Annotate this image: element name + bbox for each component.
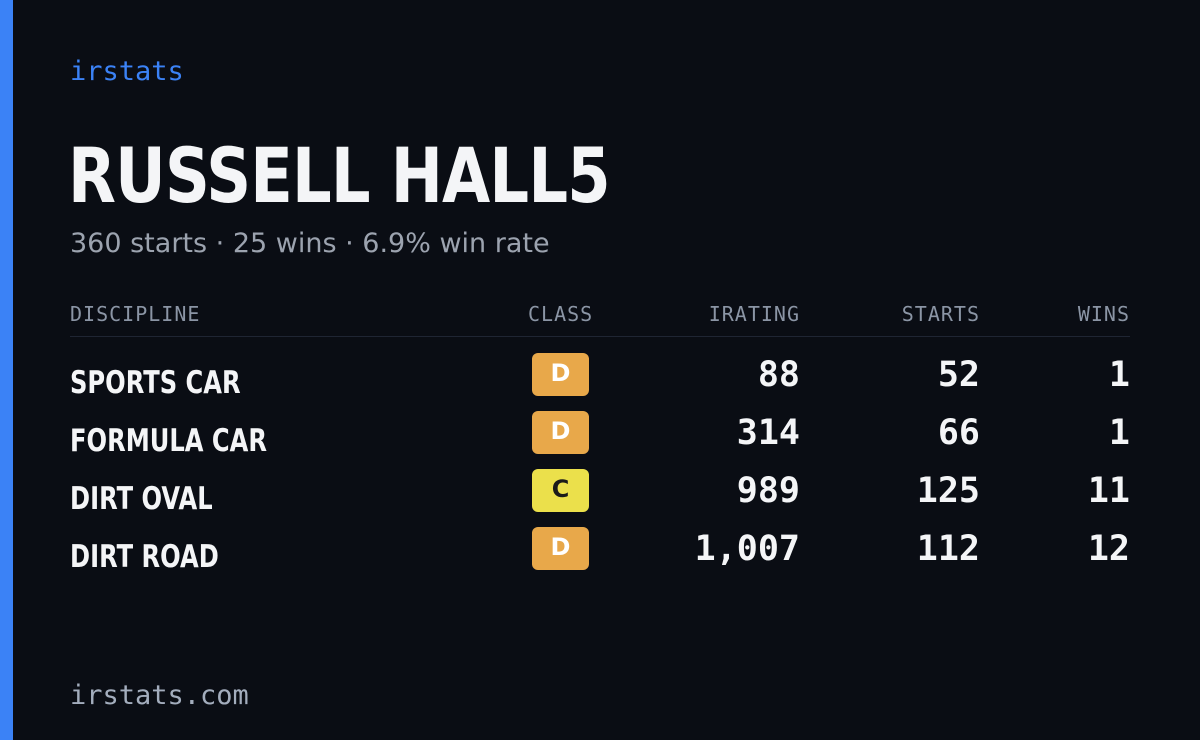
header-discipline: DISCIPLINE bbox=[70, 302, 201, 326]
class-badge: D bbox=[532, 411, 589, 454]
table-body: SPORTS CAR D 88 52 1 FORMULA CAR D 314 6… bbox=[70, 353, 1130, 585]
wins-value: 11 bbox=[1087, 471, 1130, 511]
class-badge: C bbox=[532, 469, 589, 512]
class-badge: D bbox=[532, 353, 589, 396]
irating-value: 989 bbox=[736, 471, 800, 511]
wins-value: 12 bbox=[1087, 529, 1130, 569]
accent-bar bbox=[0, 0, 13, 740]
table-row: DIRT OVAL C 989 125 11 bbox=[70, 469, 1130, 527]
header-class: CLASS bbox=[528, 302, 594, 326]
irating-value: 1,007 bbox=[694, 529, 800, 569]
wins-value: 1 bbox=[1108, 355, 1130, 395]
driver-name: RUSSELL HALL5 bbox=[68, 131, 611, 220]
class-badge: D bbox=[532, 527, 589, 570]
starts-value: 112 bbox=[916, 529, 980, 569]
starts-value: 66 bbox=[937, 413, 980, 453]
table-row: SPORTS CAR D 88 52 1 bbox=[70, 353, 1130, 411]
discipline-name: SPORTS CAR bbox=[70, 365, 241, 401]
discipline-name: FORMULA CAR bbox=[70, 423, 268, 459]
irating-value: 88 bbox=[757, 355, 800, 395]
driver-summary: 360 starts · 25 wins · 6.9% win rate bbox=[70, 228, 550, 259]
header-wins: WINS bbox=[1077, 302, 1130, 326]
starts-value: 125 bbox=[916, 471, 980, 511]
discipline-table: DISCIPLINE CLASS IRATING STARTS WINS SPO… bbox=[70, 296, 1130, 585]
table-row: FORMULA CAR D 314 66 1 bbox=[70, 411, 1130, 469]
header-irating: IRATING bbox=[708, 302, 800, 326]
footer-url: irstats.com bbox=[70, 680, 249, 711]
header-starts: STARTS bbox=[901, 302, 980, 326]
table-row: DIRT ROAD D 1,007 112 12 bbox=[70, 527, 1130, 585]
irating-value: 314 bbox=[736, 413, 800, 453]
wins-value: 1 bbox=[1108, 413, 1130, 453]
starts-value: 52 bbox=[937, 355, 980, 395]
discipline-name: DIRT OVAL bbox=[70, 481, 213, 517]
table-header: DISCIPLINE CLASS IRATING STARTS WINS bbox=[70, 296, 1130, 337]
brand-logo: irstats bbox=[70, 56, 184, 87]
discipline-name: DIRT ROAD bbox=[70, 539, 219, 575]
